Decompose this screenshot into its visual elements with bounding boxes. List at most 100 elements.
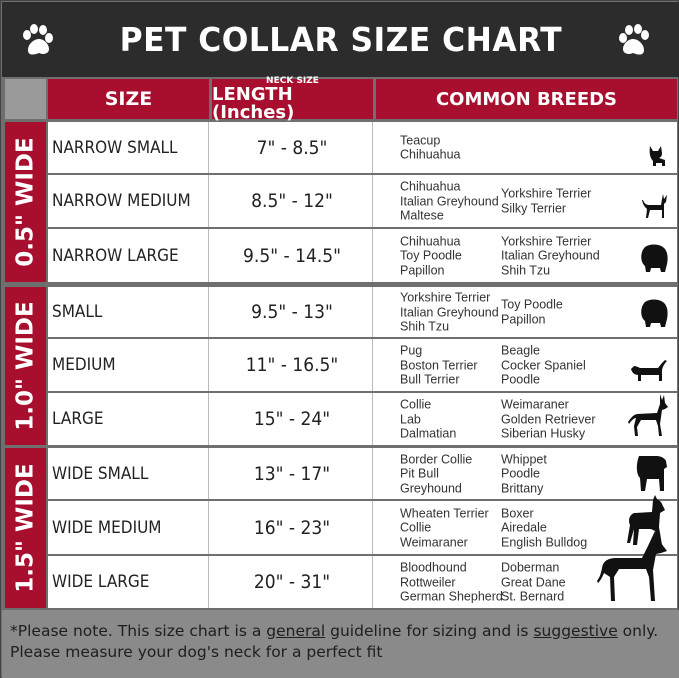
length-cell: 9.5" - 13" [212,287,373,337]
pomeranian-silhouette-icon [639,298,669,334]
length-cell: 11" - 16.5" [212,339,373,391]
breed-name: Chihuahua [400,179,461,194]
bulldog-silhouette-icon [635,454,669,496]
shepherd-silhouette-icon [627,393,669,442]
header-length-label: LENGTH (Inches) [212,83,295,123]
group-label: 0.5" WIDE [5,122,46,282]
breed-name: Boxer [501,505,534,520]
breeds-cell: Wheaten Terrier Collie Weimaraner Boxer Air… [376,494,677,554]
breeds-column-right: Toy Poodle Papillon [501,298,563,327]
breed-name: Toy Poodle [501,297,563,312]
header-neck-size: NECK SIZE [266,75,319,86]
breeds-column-left: Teacup Chihuahua [400,133,460,162]
dachshund-silhouette-icon [629,358,669,388]
breed-name: Beagle [501,343,540,358]
length-cell: 20" - 31" [212,556,373,608]
pomeranian-silhouette-icon [639,243,669,279]
table-row: WIDE SMALL 13" - 17" Border Collie Pit Bu… [48,448,677,499]
breed-name: Pit Bull [400,466,439,481]
breed-name: Silky Terrier [501,201,567,215]
size-cell: MEDIUM [48,339,209,391]
breed-name: Airedale [501,520,547,535]
breed-name: Siberian Husky [501,426,586,441]
breed-name: Great Dane [501,574,566,589]
length-cell: 16" - 23" [212,501,373,554]
breeds-cell: Chihuahua Italian Greyhound Maltese Yorksh… [376,175,677,227]
footer-underlined: general [266,622,326,640]
size-cell: LARGE [48,393,209,445]
footer-text: *Please note. This size chart is a [10,622,267,640]
pitbull-silhouette-icon [625,494,669,551]
size-cell: WIDE MEDIUM [48,501,209,554]
breed-name: Yorkshire Terrier [400,290,491,305]
breeds-column-right: Doberman Great Dane St. Bernard [501,560,566,604]
length-cell: 8.5" - 12" [212,175,373,227]
breed-name: Border Collie [400,451,473,466]
title-bar: PET COLLAR SIZE CHART [2,2,679,77]
header-corner [5,79,46,119]
breed-name: Yorkshire Terrier [501,233,592,248]
header-length: NECK SIZE LENGTH (Inches) [212,75,373,123]
chihuahua-silhouette-icon [641,192,669,224]
header-breeds: COMMON BREEDS [376,79,677,119]
breeds-column-left: Chihuahua Italian Greyhound Maltese [400,179,499,223]
breed-name: Chihuahua [400,233,461,248]
breed-name: Italian Greyhound [501,248,600,263]
breed-name: Chihuahua [400,147,461,162]
breed-name: Boston Terrier [400,357,478,372]
breeds-column-right: Yorkshire Terrier Silky Terrier [501,187,591,216]
breed-name: Collie [400,397,432,412]
breed-name: Poodle [501,372,540,387]
breeds-column-right: Weimaraner Golden Retriever Siberian Husky [501,397,596,441]
breeds-column-left: Bloodhound Rottweiler German Shepherd [400,560,503,604]
breed-name: Whippet [501,451,547,466]
size-cell: WIDE SMALL [48,448,209,499]
breed-name: Italian Greyhound [400,193,499,208]
yorkie-silhouette-icon [647,144,669,170]
table-row: LARGE 15" - 24" Collie Lab Dalmatian Weima… [48,393,677,445]
breeds-column-right: Whippet Poodle Brittany [501,452,547,496]
footer-text: guideline for sizing and is [325,622,534,640]
breed-name: Wheaten Terrier [400,505,489,520]
breeds-cell: Teacup Chihuahua [376,122,677,173]
breeds-cell: Collie Lab Dalmatian Weimaraner Golden Retr… [376,393,677,445]
breeds-cell: Border Collie Pit Bull Greyhound Whippet Po… [376,448,677,499]
size-cell: NARROW SMALL [48,122,209,173]
header-size: SIZE [48,79,209,119]
breeds-column-left: Wheaten Terrier Collie Weimaraner [400,506,489,550]
table-row: WIDE MEDIUM 16" - 23" Wheaten Terrier Col… [48,494,677,554]
group-label-text: 1.5" WIDE [12,463,39,593]
table-row: MEDIUM 11" - 16.5" Pug Boston Terrier Bull… [48,339,677,391]
breeds-column-right: Yorkshire Terrier Italian Greyhound Shih T… [501,234,600,278]
breed-name: Greyhound [400,480,462,495]
footer-text: only. [617,622,659,640]
size-cell: WIDE LARGE [48,556,209,608]
paw-icon [23,24,53,55]
group-label-text: 1.0" WIDE [12,301,39,431]
breed-name: Cocker Spaniel [501,357,586,372]
breed-name: Shih Tzu [400,319,450,334]
table-row: SMALL 9.5" - 13" Yorkshire Terrier Italia… [48,287,677,337]
footer-note: *Please note. This size chart is a gener… [2,610,679,678]
breed-name: Doberman [501,560,560,575]
size-cell: NARROW MEDIUM [48,175,209,227]
size-cell: NARROW LARGE [48,229,209,282]
breeds-column-left: Yorkshire Terrier Italian Greyhound Shih T… [400,290,499,334]
breed-name: Yorkshire Terrier [501,186,592,201]
length-cell: 15" - 24" [212,393,373,445]
breed-name: Teacup [400,133,441,147]
group-label-text: 0.5" WIDE [12,137,39,267]
breeds-column-left: Border Collie Pit Bull Greyhound [400,452,472,496]
breed-name: Brittany [501,480,544,495]
length-cell: 9.5" - 14.5" [212,229,373,282]
breed-name: Collie [400,520,432,535]
doberman-silhouette-icon [597,530,669,605]
table-row: WIDE LARGE 20" - 31" Bloodhound Rottweile… [48,530,677,608]
table-row: NARROW LARGE 9.5" - 14.5" Chihuahua Toy P… [48,229,677,282]
group-label: 1.5" WIDE [5,448,46,608]
breeds-column-left: Collie Lab Dalmatian [400,397,456,441]
breeds-cell: Chihuahua Toy Poodle Papillon Yorkshire Te… [376,229,677,282]
breeds-cell: Pug Boston Terrier Bull Terrier Beagle Cock… [376,339,677,391]
breed-name: Pug [400,343,423,358]
